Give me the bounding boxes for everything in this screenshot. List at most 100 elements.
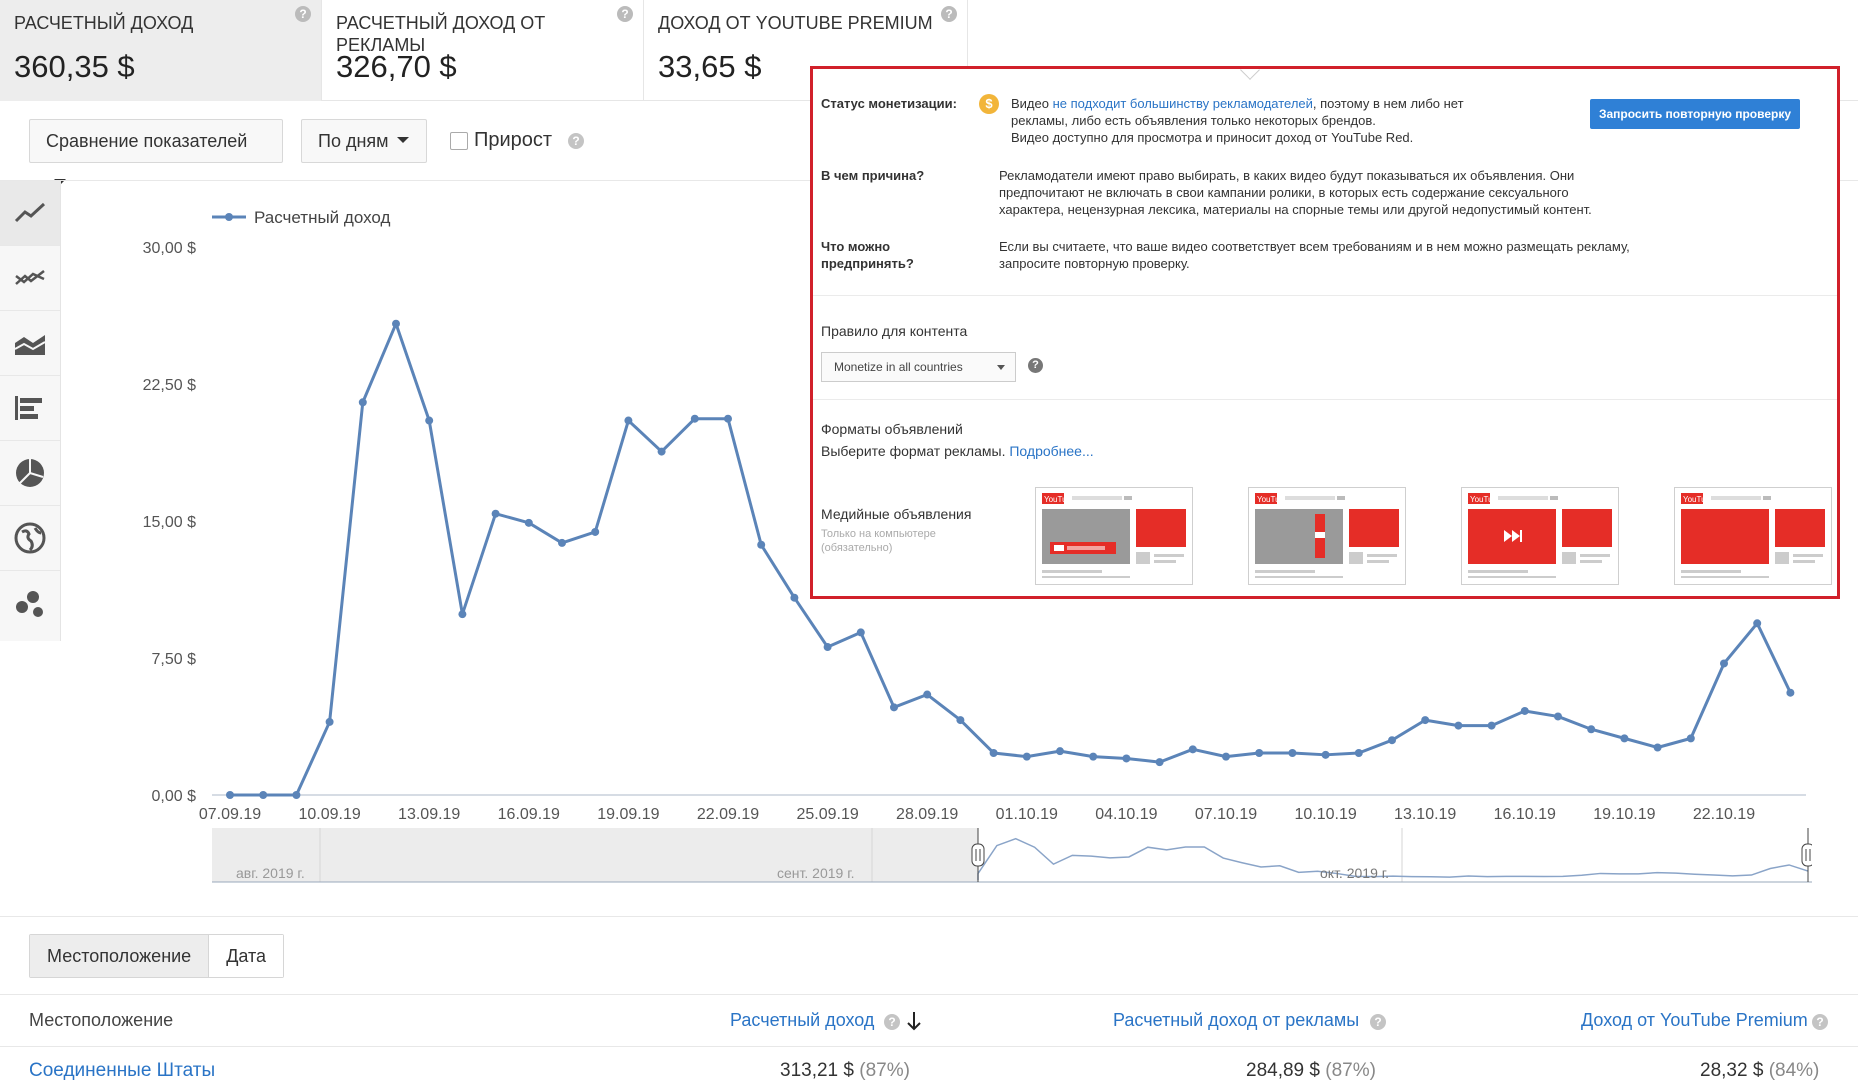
data-point[interactable] <box>923 690 932 699</box>
help-icon[interactable]: ? <box>1028 358 1043 373</box>
period-dropdown[interactable]: По дням <box>301 119 427 163</box>
help-icon[interactable]: ? <box>1812 1014 1828 1030</box>
help-icon[interactable]: ? <box>295 6 311 22</box>
data-point[interactable] <box>1089 752 1098 761</box>
row-ad-revenue-pct: (87%) <box>1325 1060 1376 1080</box>
learn-more-link[interactable]: Подробнее... <box>1009 443 1094 459</box>
data-point[interactable] <box>1686 734 1695 743</box>
data-point[interactable] <box>624 416 633 425</box>
ad-format-overlay-thumb[interactable]: YouTube <box>1035 487 1193 585</box>
divider <box>0 1046 1858 1047</box>
data-point[interactable] <box>425 416 434 425</box>
content-rule-select[interactable]: Monetize in all countries <box>821 352 1016 382</box>
data-point[interactable] <box>358 398 367 407</box>
row-location-link[interactable]: Соединенные Штаты <box>29 1060 216 1080</box>
data-point[interactable] <box>524 518 533 527</box>
data-point[interactable] <box>1388 736 1396 745</box>
tab-date[interactable]: Дата <box>209 935 284 977</box>
help-icon[interactable]: ? <box>884 1014 900 1030</box>
navigator-left-handle[interactable] <box>971 828 985 882</box>
data-point[interactable] <box>1554 712 1562 721</box>
data-point[interactable] <box>558 538 566 547</box>
status-text-line-2: рекламы, либо есть объявления только нек… <box>1011 113 1376 128</box>
metric-card-ad-revenue[interactable]: РАСЧЕТНЫЙ ДОХОД ОТ РЕКЛАМЫ 326,70 $ ? <box>322 0 644 101</box>
metric-card-estimated-revenue[interactable]: РАСЧЕТНЫЙ ДОХОД 360,35 $ ? <box>0 0 322 101</box>
chart-type-multiline[interactable] <box>0 246 60 311</box>
data-point[interactable] <box>1454 721 1463 730</box>
data-point[interactable] <box>790 593 799 602</box>
data-point[interactable] <box>890 703 898 712</box>
data-point[interactable] <box>1321 750 1330 759</box>
metric-label: РАСЧЕТНЫЙ ДОХОД <box>14 13 194 33</box>
data-point[interactable] <box>1288 748 1297 757</box>
content-rule-value: Monetize in all countries <box>834 360 963 374</box>
data-point[interactable] <box>1255 748 1264 757</box>
column-header-location: Местоположение <box>29 1010 174 1030</box>
chart-type-area[interactable] <box>0 311 60 376</box>
time-range-navigator[interactable]: авг. 2019 г. сент. 2019 г. окт. 2019 г. <box>212 828 1812 884</box>
data-point[interactable] <box>325 717 334 726</box>
tab-location[interactable]: Местоположение <box>30 935 210 977</box>
compare-metrics-dropdown[interactable]: Сравнение показателей <box>29 119 283 186</box>
metric-card-premium-revenue[interactable]: ДОХОД ОТ YOUTUBE PREMIUM 33,65 $ ? <box>644 0 968 101</box>
data-point[interactable] <box>1056 747 1064 756</box>
data-point[interactable] <box>989 748 998 757</box>
data-point[interactable] <box>1753 619 1762 628</box>
help-icon[interactable]: ? <box>568 133 584 149</box>
data-point[interactable] <box>757 540 766 549</box>
data-point[interactable] <box>1188 745 1197 754</box>
data-point[interactable] <box>458 610 467 619</box>
data-point[interactable] <box>1022 752 1031 761</box>
column-header-ad-revenue[interactable]: Расчетный доход от рекламы <box>1113 1010 1359 1031</box>
help-icon[interactable]: ? <box>941 6 957 22</box>
status-link[interactable]: не подходит большинству рекламодателей <box>1052 96 1313 111</box>
navigator-right-handle[interactable] <box>1801 828 1812 882</box>
data-point[interactable] <box>1720 659 1728 668</box>
data-point[interactable] <box>856 628 865 637</box>
data-point[interactable] <box>690 414 699 423</box>
row-revenue-pct: (87%) <box>859 1060 910 1080</box>
column-header-premium[interactable]: Доход от YouTube Premium <box>1581 1010 1808 1031</box>
data-point[interactable] <box>292 791 301 799</box>
data-point[interactable] <box>1421 716 1430 725</box>
data-point[interactable] <box>392 319 400 328</box>
data-point[interactable] <box>1222 752 1230 761</box>
request-review-button[interactable]: Запросить повторную проверку <box>1590 99 1800 129</box>
chart-type-bar[interactable] <box>0 376 60 441</box>
data-point[interactable] <box>1520 706 1529 715</box>
column-header-revenue[interactable]: Расчетный доход <box>730 1010 874 1031</box>
data-point[interactable] <box>1620 734 1629 743</box>
data-point[interactable] <box>724 414 732 423</box>
data-point[interactable] <box>657 447 666 456</box>
ad-format-skippable-thumb[interactable]: YouTube <box>1461 487 1619 585</box>
chart-type-line[interactable] <box>0 181 60 246</box>
ad-format-overlay-illustration: YouTube <box>1042 493 1186 578</box>
data-point[interactable] <box>491 509 500 518</box>
data-point[interactable] <box>1155 758 1164 767</box>
data-point[interactable] <box>1487 721 1496 730</box>
help-icon[interactable]: ? <box>1370 1014 1386 1030</box>
bubble-chart-icon <box>16 590 43 617</box>
data-point[interactable] <box>1122 754 1131 763</box>
chart-type-pie[interactable] <box>0 441 60 506</box>
row-premium-value: 28,32 $ <box>1700 1060 1764 1080</box>
chart-type-bubble[interactable] <box>0 571 60 636</box>
data-point[interactable] <box>956 716 965 725</box>
data-point[interactable] <box>226 791 234 799</box>
growth-checkbox[interactable] <box>450 132 468 150</box>
data-point[interactable] <box>259 791 268 799</box>
data-point[interactable] <box>1786 688 1795 697</box>
ad-format-companion-thumb[interactable]: YouTube <box>1248 487 1406 585</box>
data-point[interactable] <box>823 643 832 652</box>
chart-type-map[interactable] <box>0 506 60 571</box>
dollar-coin-icon: $ <box>979 94 999 114</box>
ad-format-display-thumb[interactable]: YouTube <box>1674 487 1832 585</box>
help-icon[interactable]: ? <box>617 6 633 22</box>
data-point[interactable] <box>1354 748 1363 757</box>
data-point[interactable] <box>1653 743 1662 752</box>
globe-map-icon <box>14 522 46 554</box>
sort-descending-icon[interactable] <box>906 1010 922 1032</box>
data-point[interactable] <box>591 527 600 536</box>
data-point[interactable] <box>1587 725 1596 734</box>
reason-line-3: характера, нецензурная лексика, материал… <box>999 202 1592 217</box>
